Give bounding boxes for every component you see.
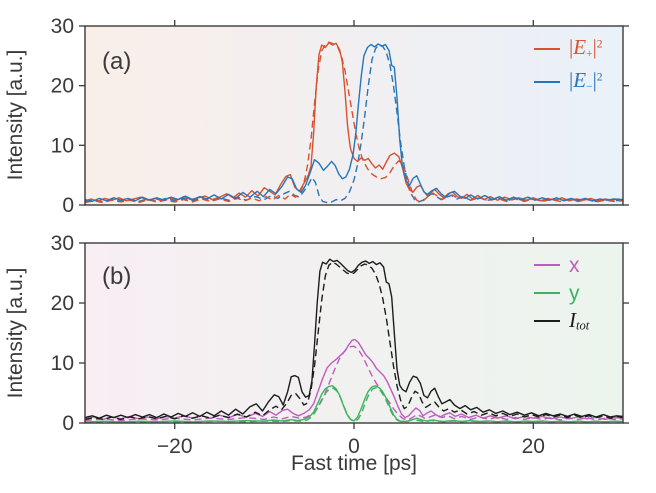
y-tick-label: 30 <box>51 232 74 255</box>
legend-entry: y <box>534 279 589 307</box>
legend-entry: |E−|2 <box>534 65 603 98</box>
y-tick-label: 0 <box>62 412 74 435</box>
legend-entry: |E+|2 <box>534 32 603 65</box>
legend-label: |E−|2 <box>569 67 603 93</box>
legend-panel-b: x y Itot <box>534 251 589 335</box>
series-Itot-solid <box>84 258 624 419</box>
y-tick-label: 0 <box>62 194 74 217</box>
y-tick-label: 30 <box>51 15 74 38</box>
legend-label-part: + <box>586 47 593 60</box>
legend-label: Itot <box>569 307 590 333</box>
legend-line-swatch <box>534 264 560 266</box>
legend-label-part: 2 <box>596 38 603 51</box>
legend-label: x <box>569 255 580 276</box>
legend-line-swatch <box>534 80 560 83</box>
x-tick-label: 0 <box>348 435 360 458</box>
legend-entry: x <box>534 251 589 279</box>
legend-label-part: 2 <box>596 71 603 84</box>
legend-line-swatch <box>534 320 560 322</box>
y-axis-label-panel-b: Intensity [a.u.] <box>4 267 27 399</box>
legend-label-part: | <box>592 67 597 92</box>
y-tick-label: 10 <box>51 352 74 375</box>
y-tick-label: 20 <box>51 75 74 98</box>
legend-label-part: x <box>569 253 580 277</box>
series-Itot-dashed <box>84 261 624 421</box>
series-|E+|^2-solid <box>84 42 624 203</box>
y-tick-label: 20 <box>51 292 74 315</box>
x-tick-label: 20 <box>522 435 545 458</box>
legend-line-swatch <box>534 292 560 294</box>
legend-label-part: I <box>569 307 576 332</box>
legend-line-swatch <box>534 47 560 50</box>
panel-background <box>85 26 623 205</box>
legend-label-part: − <box>586 80 593 93</box>
y-tick-label: 10 <box>51 134 74 157</box>
legend-label-part: y <box>569 281 580 305</box>
series-|E-|^2-dashed <box>84 43 624 204</box>
legend-label-part: | <box>569 67 574 92</box>
series-y-solid <box>84 385 624 423</box>
legend-entry: Itot <box>534 307 589 335</box>
legend-label: y <box>569 283 580 304</box>
legend-label-part: | <box>569 34 574 59</box>
panel-label-a: (a) <box>102 48 132 75</box>
series-|E-|^2-solid <box>84 43 624 203</box>
legend-label-part: tot <box>576 318 590 333</box>
legend-panel-a: |E+|2 |E−|2 <box>534 32 603 98</box>
series-x-dashed <box>84 345 624 422</box>
x-axis-label: Fast time [ps] <box>290 452 418 475</box>
legend-label: |E+|2 <box>569 34 603 60</box>
panel-label-b: (b) <box>102 263 132 290</box>
x-tick-label: −20 <box>157 435 193 458</box>
legend-label-part: E <box>573 34 587 59</box>
legend-label-part: | <box>592 34 597 59</box>
y-axis-label-panel-a: Intensity [a.u.] <box>4 49 27 181</box>
series-x-solid <box>84 338 624 421</box>
legend-label-part: E <box>573 67 587 92</box>
